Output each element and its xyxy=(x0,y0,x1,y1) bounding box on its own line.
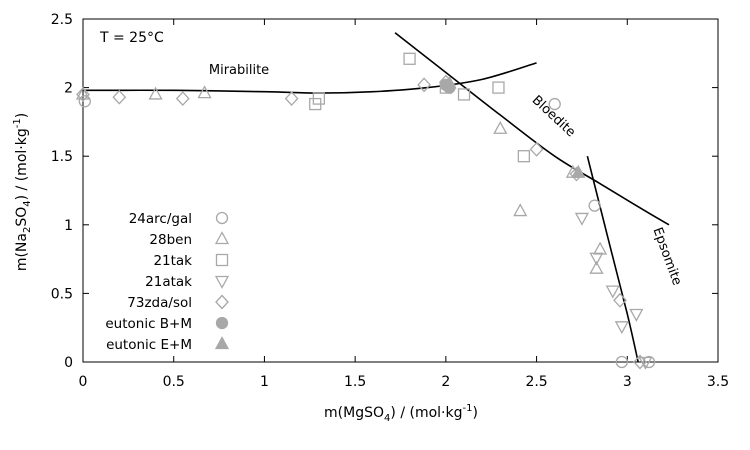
73zda-sol-point xyxy=(633,354,647,370)
plot-frame xyxy=(82,18,719,363)
73zda-sol-point xyxy=(76,87,90,102)
epsomite-curve xyxy=(586,156,639,363)
y-tick-label: 0.5 xyxy=(51,286,73,302)
x-tick-label: 1.5 xyxy=(344,374,366,390)
mirabilite-curve-label: Mirabilite xyxy=(209,63,269,78)
24arc-gal-point xyxy=(588,199,601,212)
24arc-gal-point xyxy=(548,97,561,111)
y-axis-label: m(Na2SO4) / (mol·kg-1) xyxy=(12,113,33,271)
21tak-point xyxy=(312,92,326,105)
x-axis-label: m(MgSO4) / (mol·kg-1) xyxy=(324,403,478,424)
21tak-point xyxy=(492,81,505,94)
28ben-point xyxy=(197,85,212,99)
legend-label: 21tak xyxy=(153,253,192,269)
73zda-sol-point xyxy=(529,141,544,157)
phase-boundary-curves: Mirabilite Bloedite Epsomite xyxy=(82,32,684,363)
y-tick-label: 2 xyxy=(64,81,73,97)
legend-label: 21atak xyxy=(145,274,192,290)
y-tick-label: 1.5 xyxy=(51,149,73,165)
y-tick-label: 2.5 xyxy=(51,12,73,28)
legend-label: eutonic B+M xyxy=(105,316,192,332)
y-tick-label: 1 xyxy=(64,218,73,234)
legend-label: 28ben xyxy=(149,232,192,248)
21atak-point xyxy=(614,321,629,335)
21atak-point xyxy=(605,285,620,299)
24arc-gal-point xyxy=(642,355,656,369)
data-points xyxy=(75,52,656,370)
legend-marker xyxy=(214,231,230,245)
eutonic-b-m-point xyxy=(443,81,456,94)
bloedite-curve xyxy=(394,32,670,226)
bloedite-curve-label: Bloedite xyxy=(529,93,578,140)
legend-marker xyxy=(215,253,229,267)
x-tick-label: 1 xyxy=(260,374,269,390)
73zda-sol-point xyxy=(284,91,299,107)
21atak-point xyxy=(589,252,604,266)
x-tick-label: 3 xyxy=(623,374,632,390)
73zda-sol-point xyxy=(175,91,190,107)
legend: 24arc/gal 28ben 21tak 21atak 73zda/sol eutoni… xyxy=(105,211,230,353)
x-tick-label: 2.5 xyxy=(525,374,547,390)
21tak-point xyxy=(457,88,471,101)
legend-marker xyxy=(215,294,229,310)
21atak-point xyxy=(574,212,590,226)
28ben-point xyxy=(589,260,604,274)
24arc-gal-point xyxy=(78,95,91,108)
73zda-sol-point xyxy=(112,89,127,105)
axis-ticks: 0 0.5 1 1.5 2 2.5 3 3.5 0 0.5 1 1.5 2 2.5 xyxy=(51,12,729,390)
x-tick-label: 3.5 xyxy=(707,374,729,390)
28ben-point xyxy=(148,86,163,100)
legend-marker xyxy=(215,316,229,330)
x-tick-label: 0 xyxy=(79,374,88,390)
24arc-gal-point xyxy=(615,355,628,369)
epsomite-curve-label: Epsomite xyxy=(649,226,684,288)
28ben-point xyxy=(75,86,91,100)
legend-marker xyxy=(214,336,230,350)
73zda-sol-point xyxy=(417,77,431,93)
28ben-point xyxy=(513,203,528,217)
y-tick-label: 0 xyxy=(64,355,73,371)
legend-marker xyxy=(214,275,230,289)
21atak-point xyxy=(638,356,653,370)
28ben-point xyxy=(592,241,608,255)
mirabilite-curve xyxy=(82,62,537,94)
x-tick-label: 2 xyxy=(441,374,450,390)
legend-label: 24arc/gal xyxy=(129,211,192,227)
73zda-sol-point xyxy=(613,292,627,308)
21atak-point xyxy=(629,308,644,322)
legend-label: eutonic E+M xyxy=(106,337,192,353)
28ben-point xyxy=(493,120,508,134)
21tak-point xyxy=(403,52,416,65)
temperature-annotation: T = 25°C xyxy=(99,30,164,46)
21tak-point xyxy=(517,150,531,163)
eutonic-e-m-point xyxy=(571,164,586,178)
x-tick-label: 0.5 xyxy=(163,374,185,390)
legend-label: 73zda/sol xyxy=(127,295,192,311)
legend-marker xyxy=(215,211,229,225)
